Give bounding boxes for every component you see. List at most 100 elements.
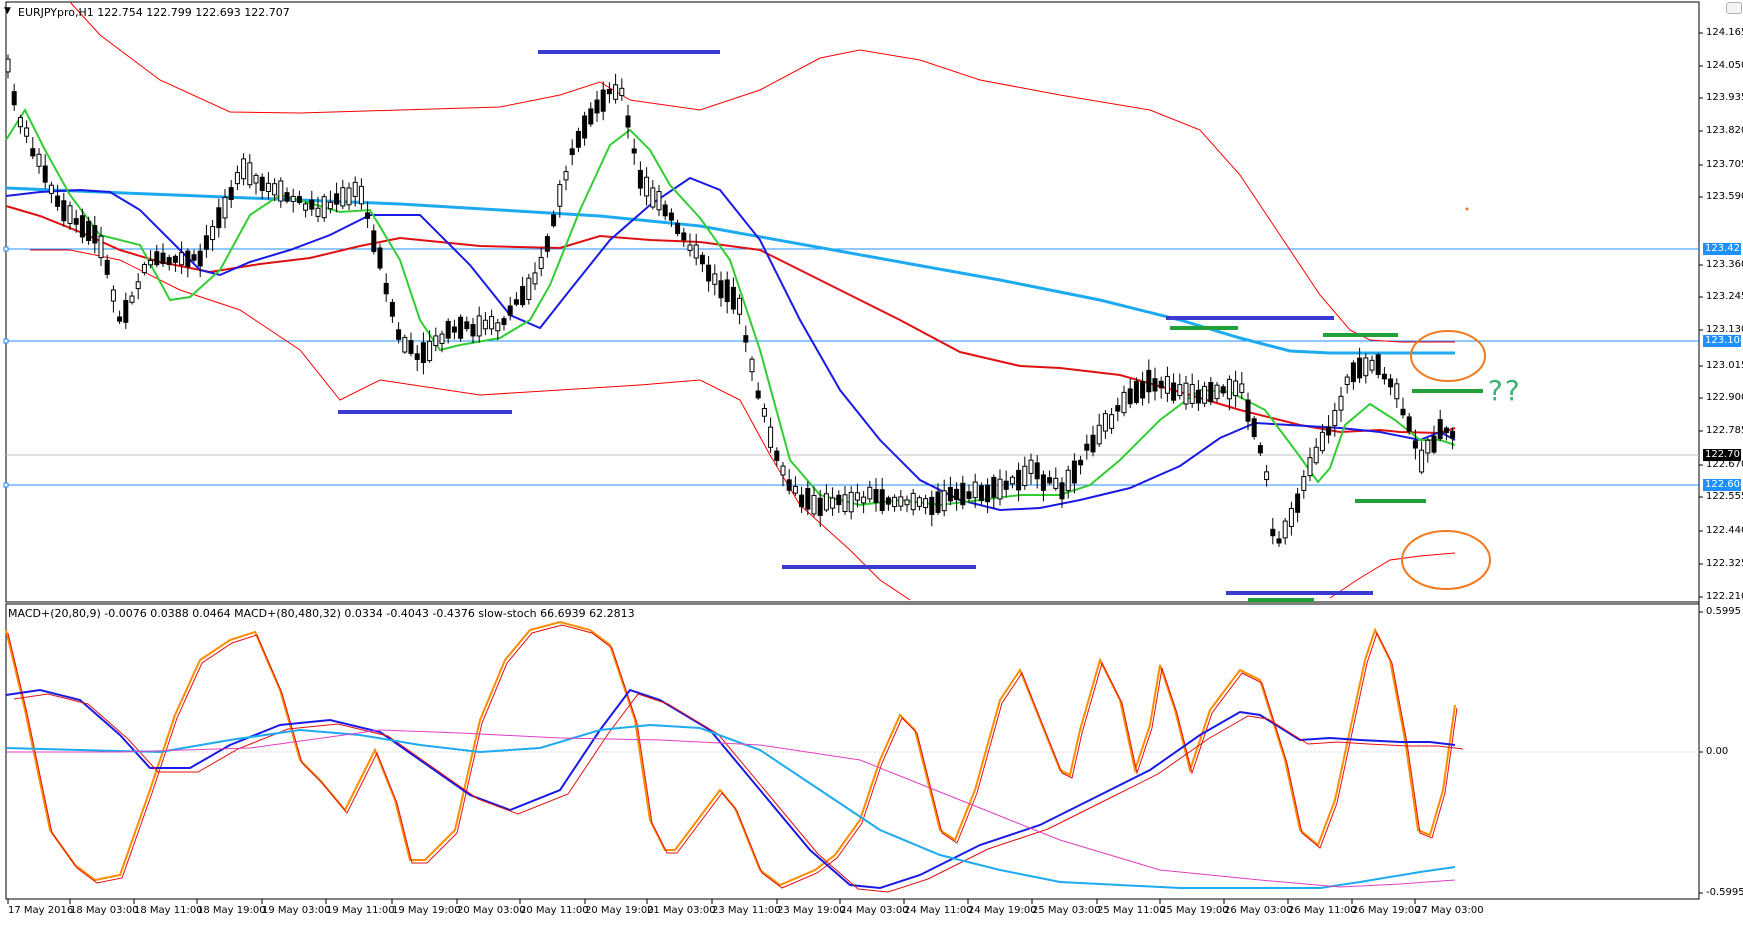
candle-body — [668, 212, 674, 221]
candle-body — [1152, 378, 1158, 392]
candle-body — [1431, 435, 1437, 453]
candle-body — [185, 250, 191, 268]
candle-body — [780, 465, 786, 476]
candle-body — [92, 225, 98, 244]
candle-body — [817, 497, 823, 516]
candle-body — [1245, 399, 1251, 422]
time-tick-label: 25 May 19:00 — [1160, 905, 1229, 916]
candle-body — [30, 148, 36, 157]
hline-price-tag: 123.104 — [1703, 335, 1743, 347]
candle-body — [1332, 409, 1338, 427]
candle-body — [1357, 357, 1363, 379]
candle-body — [823, 493, 829, 511]
candle-body — [1443, 427, 1449, 434]
candle-body — [1034, 462, 1040, 480]
candle-body — [1388, 378, 1394, 388]
candle-body — [526, 277, 532, 301]
candle-body — [272, 183, 278, 196]
candle-body — [290, 195, 296, 202]
candle-body — [1338, 395, 1344, 411]
candle-body — [1059, 482, 1065, 500]
bollinger-lower-recent — [1329, 552, 1456, 599]
candle-body — [867, 486, 873, 500]
hline-handle — [3, 246, 9, 252]
candle-body — [67, 205, 73, 224]
candle-body — [929, 496, 935, 515]
marker-dot — [1465, 207, 1469, 211]
candle-body — [433, 335, 439, 346]
candle-body — [910, 492, 916, 511]
candle-body — [389, 301, 395, 317]
price-tick-label: 123.130 — [1706, 324, 1743, 335]
time-tick-label: 27 May 03:00 — [1415, 905, 1484, 916]
candle-body — [1425, 439, 1431, 454]
candle-body — [1381, 373, 1387, 380]
candle-body — [978, 485, 984, 502]
candle-body — [1400, 408, 1406, 416]
candle-body — [1214, 384, 1220, 400]
time-tick-label: 18 May 03:00 — [70, 905, 139, 916]
candle-body — [1437, 419, 1443, 440]
candle-body — [1195, 389, 1201, 404]
candle-body — [501, 318, 507, 325]
candle-body — [619, 87, 625, 96]
candle-body — [1270, 528, 1276, 537]
candle-body — [427, 340, 433, 362]
candle-body — [1233, 380, 1239, 397]
candle-body — [662, 204, 668, 217]
candle-body — [73, 218, 79, 225]
candle-body — [712, 273, 718, 285]
candle-body — [1276, 538, 1282, 544]
time-tick-label: 18 May 19:00 — [197, 905, 266, 916]
candle-body — [1127, 388, 1133, 405]
candle-body — [892, 496, 898, 508]
candle-body — [11, 91, 17, 106]
time-tick-label: 26 May 03:00 — [1224, 905, 1293, 916]
candle-body — [904, 499, 910, 506]
macd-fast-signal — [13, 693, 1464, 893]
candle-body — [613, 84, 619, 100]
candle-body — [1220, 386, 1226, 394]
candle-body — [1047, 477, 1053, 484]
candle-body — [1326, 426, 1332, 436]
price-tick-label: 123.015 — [1706, 360, 1743, 371]
time-tick-label: 23 May 19:00 — [777, 905, 846, 916]
window-menu-icon[interactable]: ▼ — [4, 6, 11, 16]
chart-scroll-button-icon[interactable] — [1726, 2, 1742, 14]
price-tick-label: 123.705 — [1706, 159, 1743, 170]
candle-body — [1369, 359, 1375, 371]
candle-body — [885, 497, 891, 505]
candle-body — [954, 488, 960, 501]
candle-body — [656, 191, 662, 211]
candle-body — [743, 335, 749, 343]
candle-body — [557, 184, 563, 207]
candle-body — [110, 289, 116, 302]
candle-body — [1313, 446, 1319, 464]
candle-body — [309, 199, 315, 210]
candle-body — [786, 479, 792, 491]
candle-body — [358, 185, 364, 205]
candle-body — [520, 285, 526, 306]
time-tick-label: 19 May 19:00 — [392, 905, 461, 916]
candle-body — [464, 321, 470, 330]
candle-body — [216, 207, 222, 229]
price-tick-label: 123.590 — [1706, 191, 1743, 202]
candle-body — [644, 176, 650, 197]
candle-body — [259, 176, 265, 192]
moving-average-blue — [5, 176, 1456, 512]
candle-body — [600, 89, 606, 112]
time-tick-label: 26 May 19:00 — [1352, 905, 1421, 916]
time-tick-label: 21 May 03:00 — [647, 905, 716, 916]
candle-body — [941, 490, 947, 512]
candle-body — [774, 450, 780, 461]
candle-body — [1040, 474, 1046, 491]
candle-body — [135, 281, 141, 290]
candle-body — [228, 187, 234, 201]
price-tick-label: 122.785 — [1706, 425, 1743, 436]
candle-body — [1295, 493, 1301, 513]
macd-fast-line — [5, 688, 1456, 890]
hline-price-tag: 122.604 — [1703, 479, 1743, 491]
candle-body — [489, 316, 495, 330]
